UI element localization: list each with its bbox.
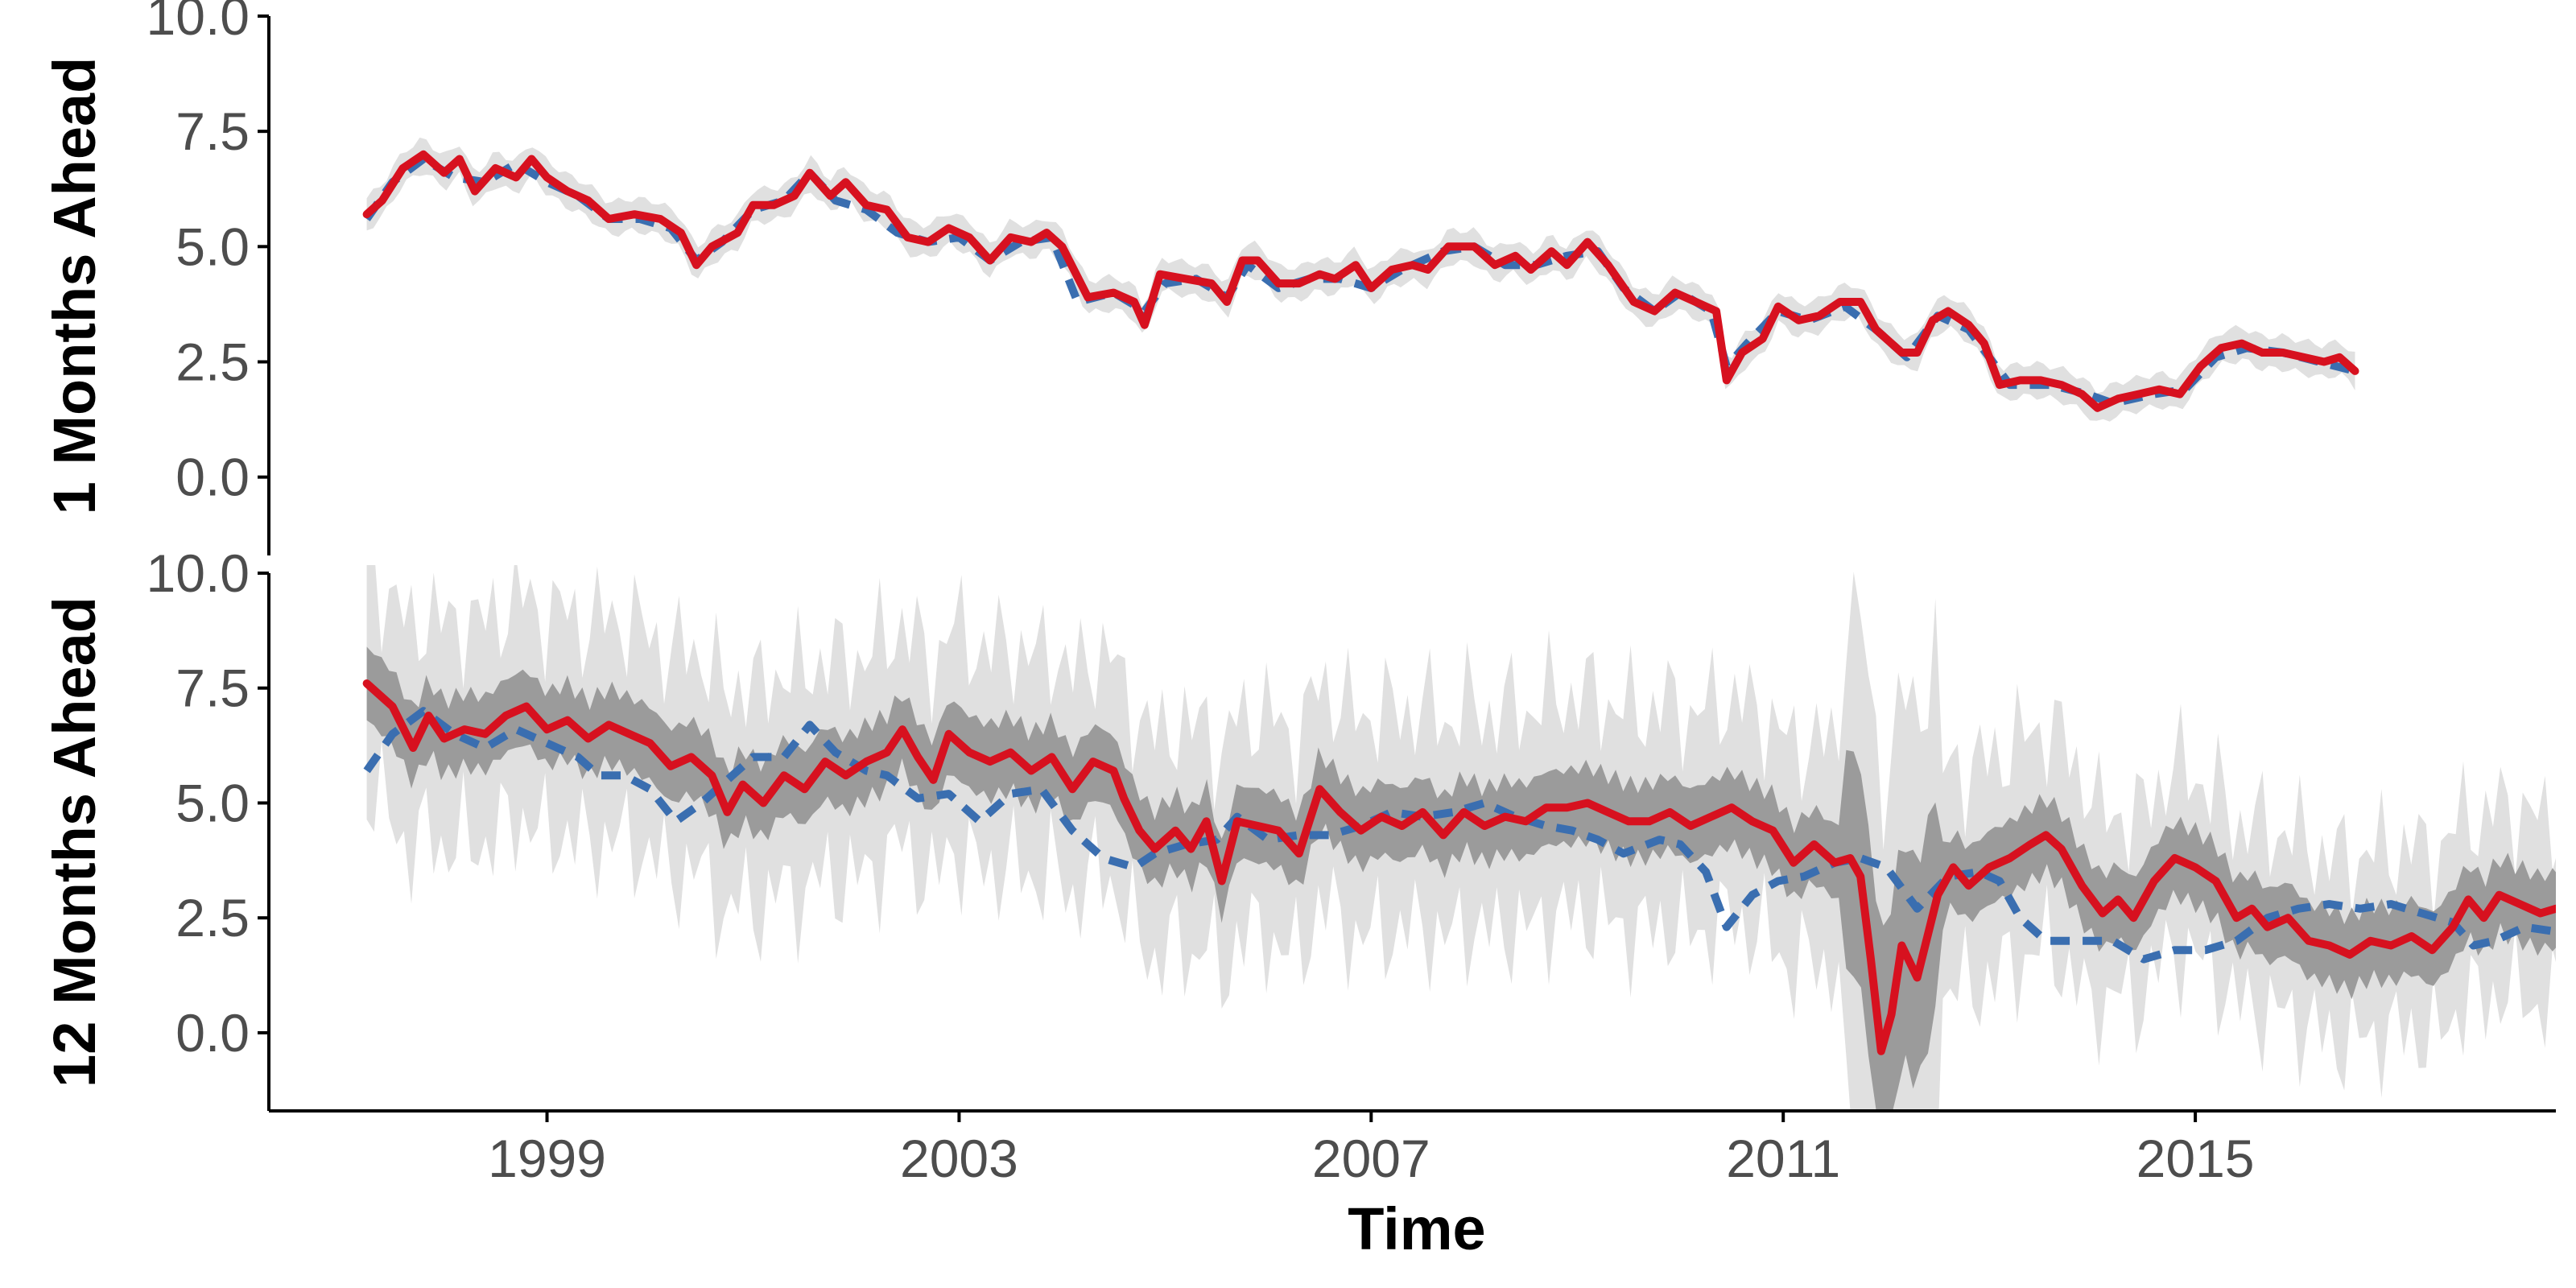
x-tick-label: 1999 [488, 1129, 606, 1188]
y-tick-label: 2.5 [175, 888, 250, 947]
x-tick-label: 2007 [1312, 1129, 1430, 1188]
x-axis-title: Time [1348, 1195, 1485, 1262]
x-tick-label: 2015 [2136, 1129, 2255, 1188]
y-tick-label: 0.0 [175, 1003, 250, 1063]
panel-12-months-ahead: 10.0 7.5 5.0 2.5 0.0 12 Months Ahead [41, 543, 2556, 1111]
series-line-solid [362, 150, 2359, 412]
x-tick-label: 2003 [900, 1129, 1018, 1188]
y-tick-label: 2.5 [175, 332, 250, 391]
y-tick-label: 7.5 [175, 101, 250, 161]
y-tick-label: 7.5 [175, 658, 250, 718]
y-tick-label: 10.0 [147, 0, 250, 46]
x-axis: 1999 2003 2007 2011 2015 [269, 1109, 2556, 1188]
y-axis-title: 12 Months Ahead [41, 597, 108, 1088]
series-line-dashed [363, 707, 2556, 964]
y-tick-label: 10.0 [147, 543, 250, 603]
panel-1-months-ahead: 10.0 7.5 5.0 2.5 0.0 1 Months Ahead [41, 0, 2359, 555]
inner-band [366, 646, 2556, 1111]
y-tick-label: 5.0 [175, 773, 250, 832]
series-line-solid [362, 679, 2556, 1055]
y-tick-label: 5.0 [175, 217, 250, 276]
confidence-bands [366, 565, 2556, 1111]
x-tick-label: 2011 [1726, 1129, 1840, 1188]
series-line-dashed [363, 155, 2356, 407]
y-axis-title: 1 Months Ahead [41, 57, 108, 515]
y-tick-label: 0.0 [175, 448, 250, 507]
